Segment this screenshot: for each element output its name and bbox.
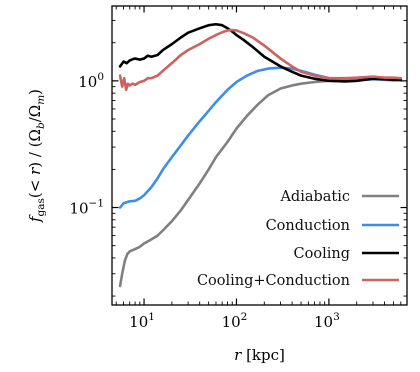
series-line-conduction	[118, 66, 403, 209]
legend-label: Conduction	[266, 218, 350, 234]
axes	[111, 5, 408, 306]
y-axis-label: fgas(< r) / (Ωb/Ωm)	[26, 89, 47, 223]
x-axis-label: r [kpc]	[234, 346, 285, 364]
y-tick-label: 10−1	[69, 198, 104, 218]
x-tick-label: 103	[314, 311, 340, 331]
x-tick-label: 102	[222, 311, 248, 331]
legend-label: Cooling+Conduction	[197, 273, 350, 289]
legend-item-cooling: Cooling	[294, 246, 399, 262]
series-line-adiabatic	[118, 77, 403, 288]
series-line-cooling-conduction	[118, 28, 403, 92]
x-tick-label: 101	[129, 311, 155, 331]
series-line-cooling	[118, 22, 403, 83]
legend-item-adiabatic: Adiabatic	[279, 189, 399, 205]
legend: Adiabatic Conduction Cooling Cooling+Conduc…	[197, 189, 399, 289]
axis-labels: 101 102 103 10−1 100 r [kpc] fgas(< r) / (Ωb/Ω…	[26, 71, 340, 364]
legend-item-cooling-conduction: Cooling+Conduction	[197, 273, 399, 289]
legend-item-conduction: Conduction	[266, 218, 399, 234]
plot-frame	[111, 5, 408, 306]
legend-label: Cooling	[294, 246, 350, 262]
series-layer	[118, 22, 403, 288]
y-tick-label: 100	[78, 71, 104, 91]
legend-label: Adiabatic	[279, 189, 350, 205]
